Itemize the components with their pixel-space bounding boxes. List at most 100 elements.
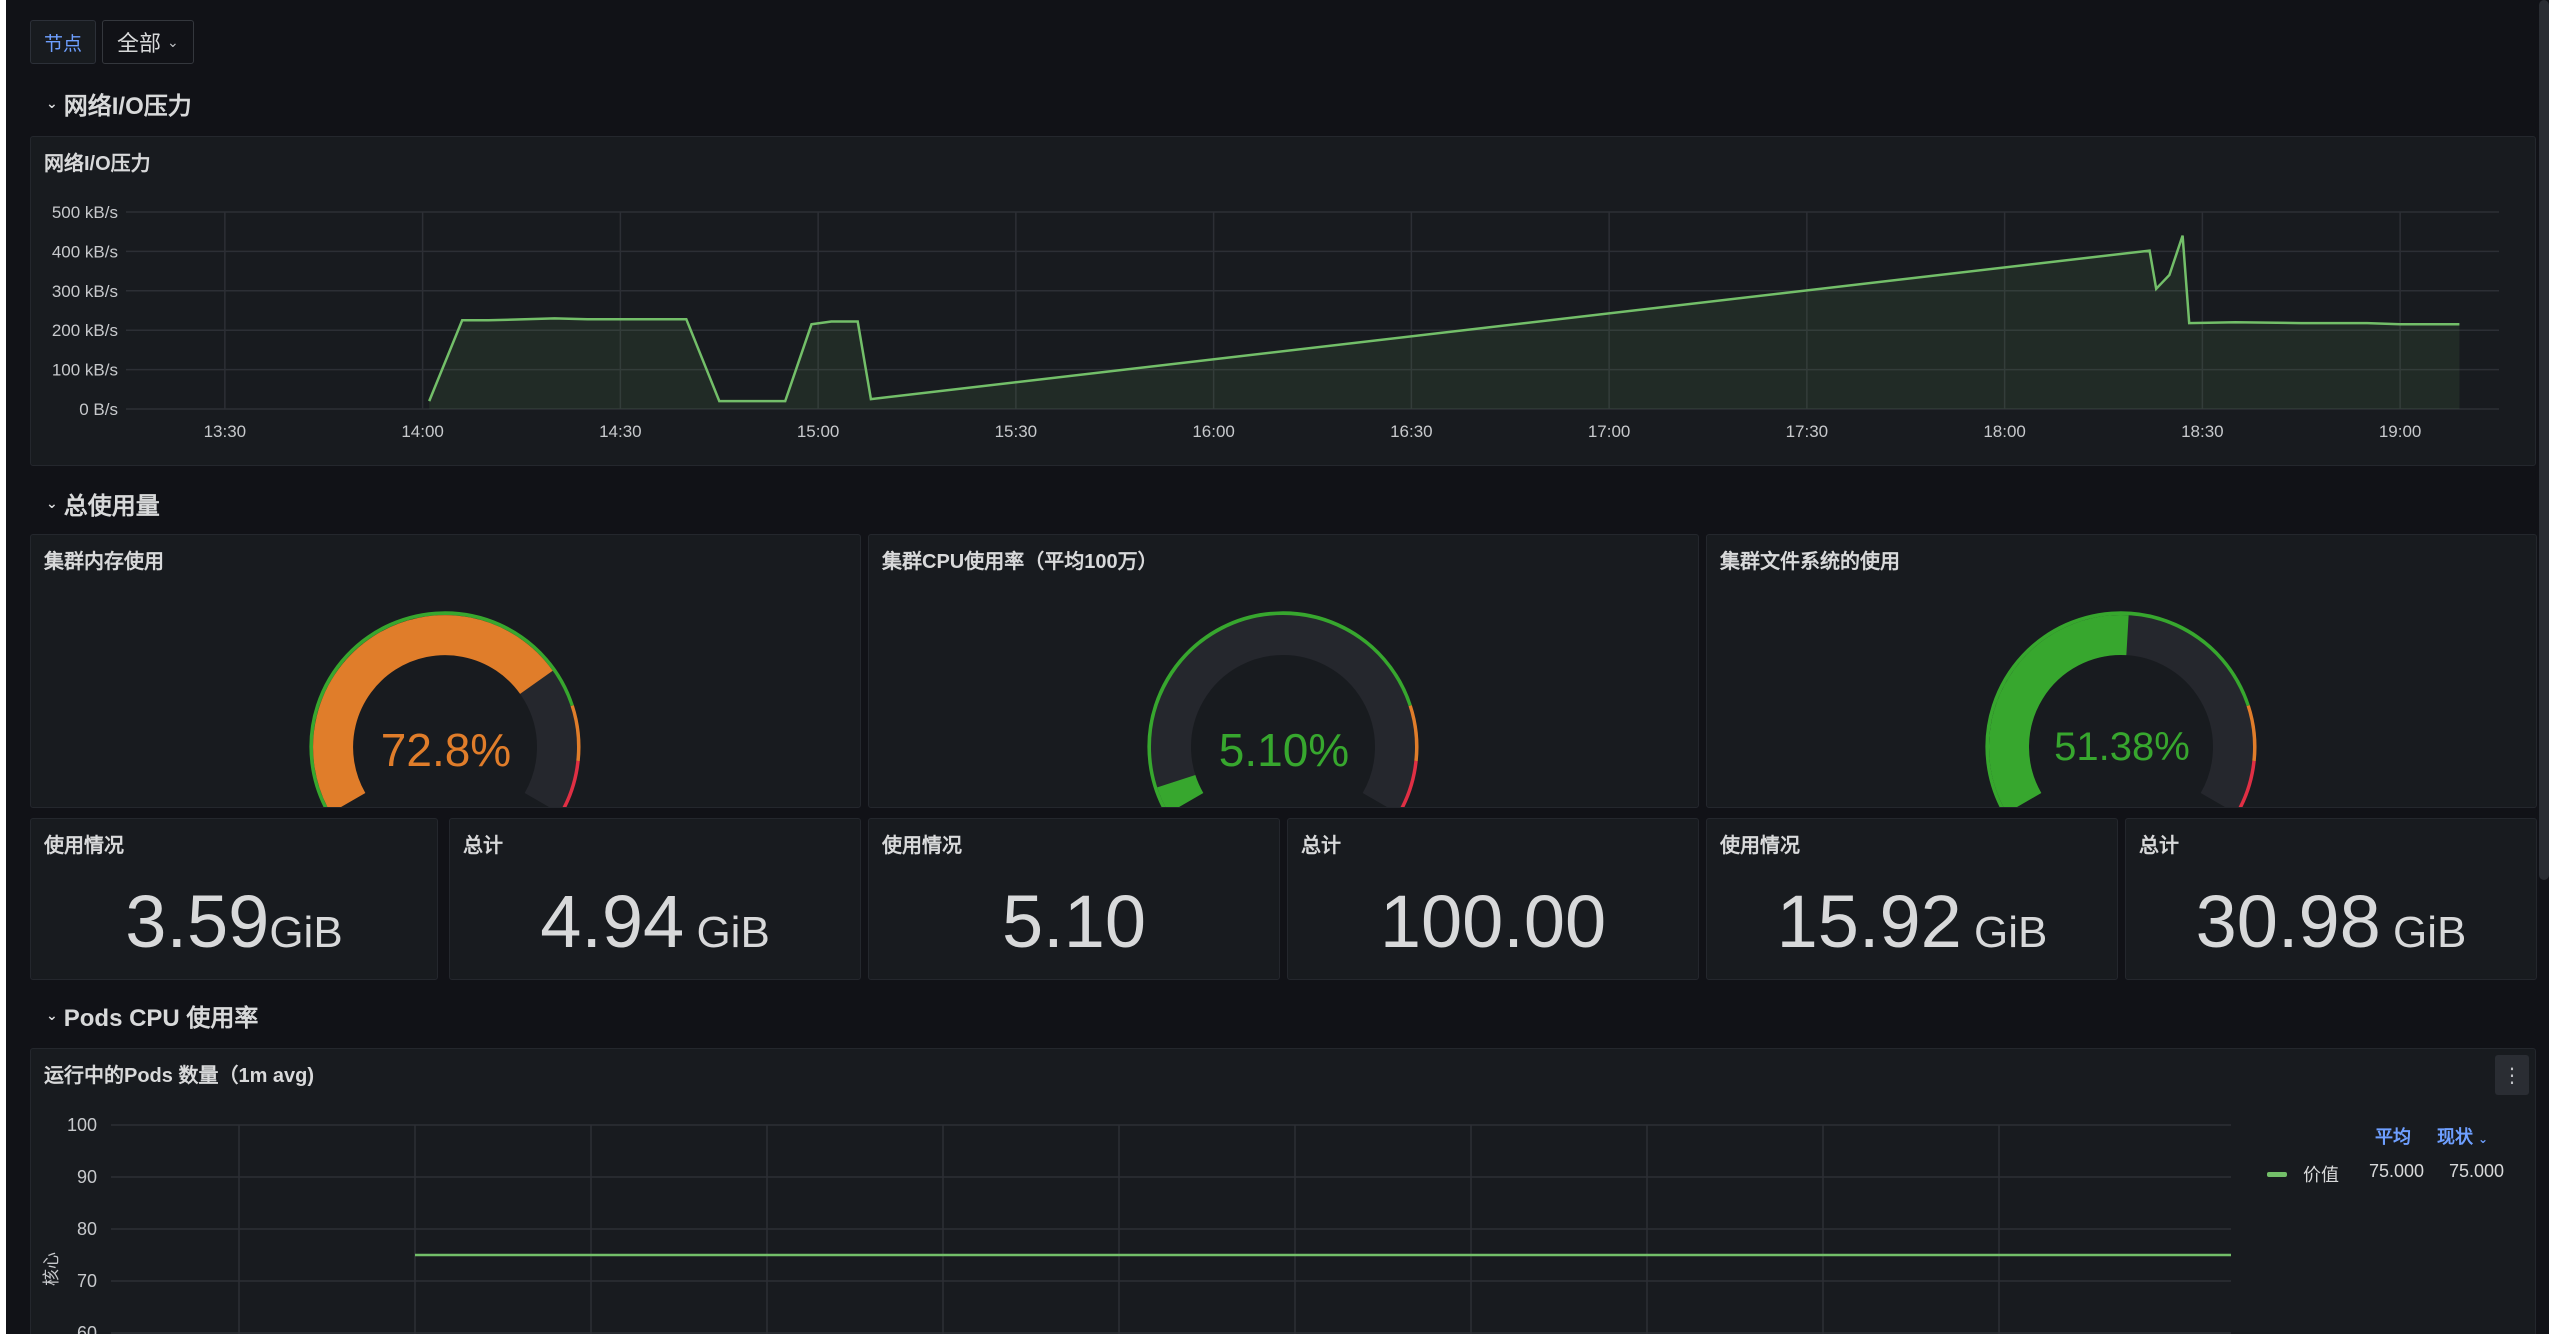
x-tick-label: 15:30 [995,422,1038,441]
stat-number: 15.92 [1776,880,1962,963]
legend-current-value: 75.000 [2449,1161,2505,1181]
y-tick-label: 100 kB/s [52,361,118,380]
stat-unit: GiB [2380,908,2467,957]
gauge-value: 5.10% [1218,724,1350,776]
y-tick-label: 400 kB/s [52,242,118,261]
node-variable-label: 节点 [30,20,97,64]
panel-title: 网络I/O压力 [44,153,151,175]
stat-panel-memory-total: 总计 4.94 GiB [449,818,861,980]
stat-panel-fs-total: 总计 30.98 GiB [2125,818,2537,980]
stat-number: 100.00 [1379,880,1607,963]
y-tick-label: 100 [67,1115,97,1135]
legend-swatch [2267,1171,2287,1177]
chevron-down-icon: ⌄ [2478,1132,2489,1146]
node-variable-select[interactable]: 全部 ⌄ [102,20,194,64]
gauge-value-arc [1989,615,2129,807]
gauge-panel-cpu: 集群CPU使用率（平均100万） 5.10% [868,534,1699,808]
page-scrollbar[interactable] [2539,0,2549,880]
legend-col-avg[interactable]: 平均 [2375,1127,2411,1147]
y-tick-label: 60 [77,1323,97,1334]
panel-title: 总计 [1301,835,1341,857]
chevron-down-icon: ⌄ [46,495,58,511]
stat-unit: GiB [1961,908,2048,957]
stat-value: 15.92 GiB [1707,879,2117,964]
x-tick-label: 15:00 [797,422,840,441]
row-usage[interactable]: ⌄ 总使用量 [46,486,160,521]
memory-gauge [309,611,581,807]
stat-number: 30.98 [2195,880,2381,963]
dashboard: 节点 全部 ⌄ ⌄ 网络I/O压力 网络I/O压力 0 B/s 100 kB/s 2… [6,0,2549,1334]
x-tick-label: 16:00 [1192,422,1235,441]
stat-number: 5.10 [1001,880,1147,963]
panel-title: 集群文件系统的使用 [1720,551,1900,573]
legend-col-current[interactable]: 现状 ⌄ [2437,1123,2488,1149]
y-tick-label: 80 [77,1219,97,1239]
x-tick-label: 17:00 [1588,422,1631,441]
stat-unit: GiB [684,908,770,957]
x-tick-label: 19:00 [2379,422,2422,441]
panel-title: 总计 [2139,835,2179,857]
x-tick-label: 14:30 [599,422,642,441]
panel-title: 使用情况 [882,835,962,857]
stat-number: 3.59 [125,880,270,963]
panel-title: 使用情况 [1720,835,1800,857]
variable-bar: 节点 全部 ⌄ [30,20,194,64]
series-area [429,235,2460,409]
stat-value: 100.00 [1288,879,1698,964]
panel-title: 总计 [463,835,503,857]
gauge-track [1151,615,1415,807]
row-usage-title: 总使用量 [63,493,160,520]
cpu-gauge [1147,611,1419,807]
gauge-value: 72.8% [380,724,512,776]
node-variable-value: 全部 [117,31,162,56]
stat-value: 4.94 GiB [450,879,860,964]
stat-value: 3.59GiB [31,879,437,964]
panel-title: 集群CPU使用率（平均100万） [882,551,1158,573]
chevron-down-icon: ⌄ [167,33,179,50]
panel-title: 集群内存使用 [44,551,164,573]
gauge-value-arc [313,615,553,807]
chevron-down-icon: ⌄ [46,1007,58,1023]
stat-value: 5.10 [869,879,1279,964]
x-tick-label: 18:30 [2181,422,2224,441]
stat-value: 30.98 GiB [2126,879,2536,964]
pods-cpu-chart: 60 70 80 90 100 核心 [42,1115,2231,1334]
stat-panel-cpu-used: 使用情况 5.10 [868,818,1280,980]
panel-title: 使用情况 [44,835,124,857]
x-tick-label: 14:00 [401,422,444,441]
more-vertical-icon: ⋮ [2502,1064,2522,1087]
legend-col-current-label: 现状 [2437,1127,2473,1147]
x-tick-label: 17:30 [1786,422,1829,441]
row-pods-title: Pods CPU 使用率 [63,1005,259,1032]
y-tick-label: 200 kB/s [52,321,118,340]
x-tick-label: 18:00 [1983,422,2026,441]
network-io-panel: 网络I/O压力 0 B/s 100 kB/s 200 kB/s 300 kB/s 400… [30,136,2536,466]
stat-panel-memory-used: 使用情况 3.59GiB [30,818,438,980]
y-tick-label: 0 B/s [79,400,118,419]
chevron-down-icon: ⌄ [46,95,58,111]
y-axis-label: 核心 [42,1252,61,1286]
y-tick-label: 500 kB/s [52,203,118,222]
pods-cpu-panel: 运行中的Pods 数量（1m avg) ⋮ 60 70 80 90 100 核心 平均 现… [30,1048,2536,1334]
x-tick-label: 16:30 [1390,422,1433,441]
gauge-panel-memory: 集群内存使用 72.8% [30,534,861,808]
row-network-title: 网络I/O压力 [63,93,192,120]
network-io-chart: 0 B/s 100 kB/s 200 kB/s 300 kB/s 400 kB/s 500… [52,203,2499,441]
stat-unit: GiB [269,908,343,957]
series-line [428,235,2460,403]
gauge-value-arc [1157,774,1204,807]
x-tick-label: 13:30 [204,422,247,441]
y-tick-label: 300 kB/s [52,282,118,301]
row-pods[interactable]: ⌄ Pods CPU 使用率 [46,998,258,1033]
y-tick-label: 70 [77,1271,97,1291]
stat-panel-fs-used: 使用情况 15.92 GiB [1706,818,2118,980]
stat-number: 4.94 [540,880,685,963]
gauge-panel-filesystem: 集群文件系统的使用 51.38% [1706,534,2537,808]
row-network[interactable]: ⌄ 网络I/O压力 [46,86,192,121]
legend-series-name: 价值 [2303,1165,2339,1185]
gauge-value: 51.38% [2054,725,2190,769]
legend-avg-value: 75.000 [2369,1161,2425,1181]
panel-title: 运行中的Pods 数量（1m avg) [44,1065,315,1087]
panel-menu-button[interactable]: ⋮ [2495,1055,2529,1095]
legend-item[interactable]: 价值 [2267,1161,2339,1187]
